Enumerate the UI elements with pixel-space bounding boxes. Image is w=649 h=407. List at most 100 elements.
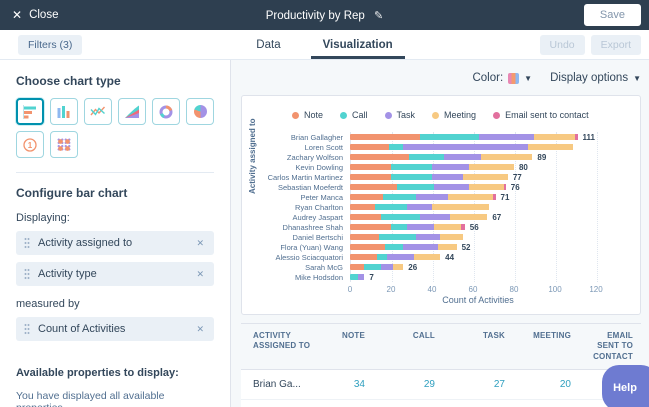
export-button[interactable]: Export [590, 34, 641, 55]
bar-segment[interactable] [376, 254, 387, 260]
bar-segment[interactable] [434, 184, 469, 190]
bar-segment[interactable] [350, 254, 377, 260]
bar-segment[interactable] [419, 214, 451, 220]
bar-segment[interactable] [378, 234, 416, 240]
table-cell-value[interactable]: 27 [493, 379, 505, 391]
chart-type-summary-button[interactable]: 1 [16, 131, 44, 158]
bar-segment[interactable] [391, 174, 432, 180]
bar-segment[interactable] [350, 164, 391, 170]
remove-pill-icon[interactable]: ✕ [196, 268, 204, 279]
chart-type-area-button[interactable] [118, 98, 146, 125]
help-button[interactable]: Help [602, 365, 649, 407]
legend-item[interactable]: Email sent to contact [493, 110, 589, 120]
bar-segment[interactable] [403, 244, 439, 250]
bar-segment[interactable] [403, 144, 529, 150]
bar-segment[interactable] [528, 144, 574, 150]
bar-segment[interactable] [493, 194, 496, 200]
measure-pill-count-of-activities[interactable]: Count of Activities ✕ [16, 317, 214, 341]
table-header-cell[interactable]: MEETING [533, 331, 571, 340]
bar-segment[interactable] [350, 204, 375, 210]
bar-segment[interactable] [388, 144, 404, 150]
bar-segment[interactable] [350, 184, 398, 190]
bar-segment[interactable] [460, 224, 465, 230]
bar-segment[interactable] [450, 214, 488, 220]
bar-segment[interactable] [350, 264, 365, 270]
bar-segment[interactable] [413, 254, 441, 260]
bar-segment[interactable] [432, 164, 469, 170]
legend-item[interactable]: Call [340, 110, 368, 120]
table-cell-value[interactable]: 29 [423, 379, 435, 391]
bar-segment[interactable] [444, 154, 482, 160]
table-header-cell[interactable]: EMAIL SENT TO CONTACT [593, 331, 633, 361]
bar-segment[interactable] [380, 214, 420, 220]
remove-pill-icon[interactable]: ✕ [196, 237, 204, 248]
bar-segment[interactable] [534, 134, 576, 140]
bar-segment[interactable] [448, 194, 494, 200]
dimension-pill-activity-type[interactable]: Activity type ✕ [16, 262, 214, 286]
table-header-cell[interactable]: NOTE [341, 331, 365, 340]
table-cell-value[interactable]: 22 [519, 400, 585, 407]
bar-segment[interactable] [393, 264, 404, 270]
bar-segment[interactable] [468, 164, 514, 170]
bar-segment[interactable] [350, 174, 391, 180]
chart-type-line-button[interactable] [84, 98, 112, 125]
bar-segment[interactable] [397, 184, 435, 190]
bar-segment[interactable] [350, 214, 381, 220]
color-dropdown[interactable]: Color: ▼ [472, 72, 532, 84]
table-cell-value[interactable]: 19 [327, 400, 379, 407]
bar-segment[interactable] [438, 244, 457, 250]
bar-segment[interactable] [382, 194, 416, 200]
bar-segment[interactable] [575, 134, 578, 140]
bar-segment[interactable] [468, 184, 504, 190]
bar-segment[interactable] [432, 174, 463, 180]
bar-segment[interactable] [350, 274, 359, 280]
chart-type-pivot-table-button[interactable] [50, 131, 78, 158]
bar-segment[interactable] [391, 164, 432, 170]
bar-segment[interactable] [350, 224, 391, 230]
bar-segment[interactable] [391, 224, 408, 230]
table-cell-value[interactable]: 34 [353, 379, 365, 391]
bar-segment[interactable] [350, 234, 379, 240]
bar-segment[interactable] [350, 134, 420, 140]
bar-segment[interactable] [407, 224, 435, 230]
bar-segment[interactable] [431, 204, 490, 210]
bar-segment[interactable] [358, 274, 365, 280]
undo-button[interactable]: Undo [539, 34, 585, 55]
bar-segment[interactable] [434, 224, 461, 230]
bar-segment[interactable] [350, 144, 389, 150]
dimension-pill-activity-assigned-to[interactable]: Activity assigned to ✕ [16, 231, 214, 255]
remove-pill-icon[interactable]: ✕ [196, 323, 204, 334]
table-cell-value[interactable]: 7 [379, 400, 449, 407]
chart-type-horizontal-bar-button[interactable] [16, 98, 44, 125]
drag-handle-icon[interactable] [24, 323, 30, 335]
table-cell-value[interactable]: 61 [449, 400, 519, 407]
bar-segment[interactable] [481, 154, 533, 160]
bar-segment[interactable] [350, 154, 410, 160]
bar-segment[interactable] [350, 194, 383, 200]
bar-segment[interactable] [440, 234, 463, 240]
legend-item[interactable]: Task [384, 110, 415, 120]
filters-button[interactable]: Filters (3) [18, 34, 83, 55]
drag-handle-icon[interactable] [24, 268, 30, 280]
bar-segment[interactable] [415, 234, 441, 240]
bar-segment[interactable] [407, 204, 432, 210]
bar-segment[interactable] [419, 134, 480, 140]
bar-segment[interactable] [380, 264, 394, 270]
bar-segment[interactable] [384, 244, 404, 250]
bar-segment[interactable] [350, 244, 385, 250]
bar-segment[interactable] [415, 194, 449, 200]
table-header-cell[interactable]: CALL [412, 331, 435, 340]
bar-segment[interactable] [479, 134, 535, 140]
save-button[interactable]: Save [583, 4, 641, 26]
table-cell-value[interactable]: 20 [559, 379, 571, 391]
chart-type-donut-button[interactable] [152, 98, 180, 125]
edit-title-icon[interactable]: ✎ [374, 9, 384, 22]
tab-visualization[interactable]: Visualization [310, 30, 405, 59]
bar-segment[interactable] [503, 184, 506, 190]
chart-type-column-button[interactable] [50, 98, 78, 125]
bar-segment[interactable] [374, 204, 408, 210]
table-header-cell[interactable]: ACTIVITY ASSIGNED TO [253, 331, 311, 351]
bar-segment[interactable] [462, 174, 508, 180]
close-button[interactable]: ✕ Close [12, 8, 58, 22]
legend-item[interactable]: Note [292, 110, 323, 120]
